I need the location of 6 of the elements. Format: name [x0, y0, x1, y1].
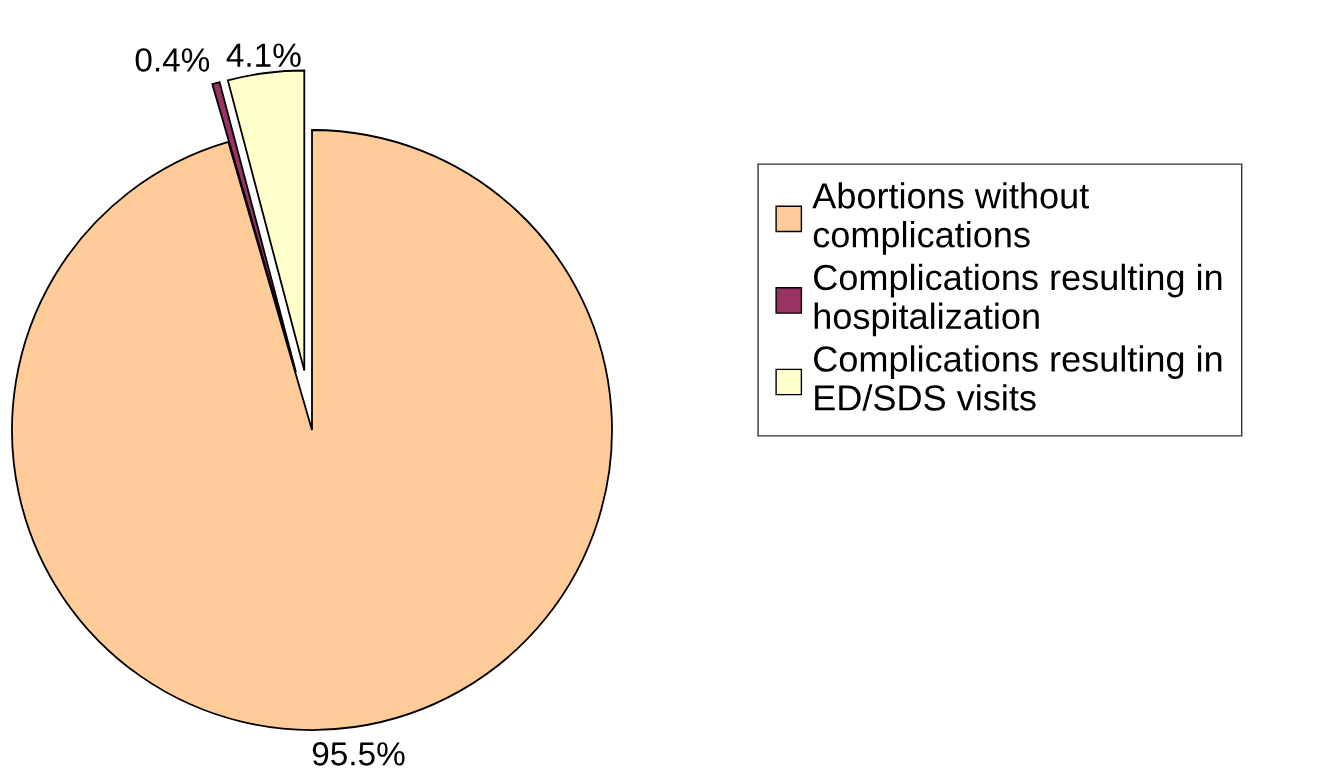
data-label: 0.4%: [135, 48, 210, 72]
data-label: 4.1%: [226, 43, 301, 67]
data-label: 95.5%: [312, 742, 405, 766]
legend-label: Complications resulting in hospitalization: [814, 263, 1222, 337]
legend-label: Complications resulting in ED/SDS visits: [814, 345, 1222, 411]
legend-label: Abortions without complications: [812, 182, 1089, 255]
